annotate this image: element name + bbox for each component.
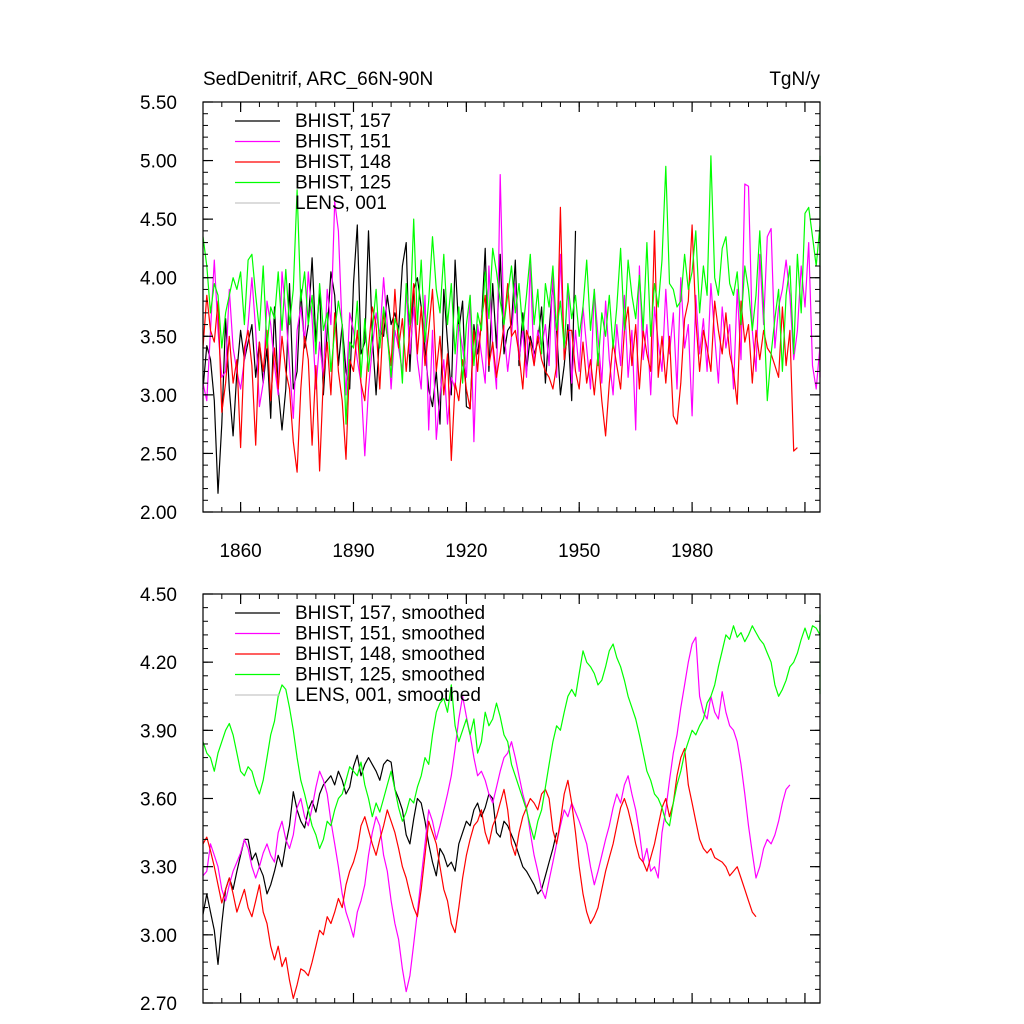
top-legend-label-1: BHIST, 157 [295,111,391,132]
top-plot-title: SedDenitrif, ARC_66N-90N [203,69,433,90]
bottom-legend-label-4: BHIST, 125, smoothed [295,665,485,686]
top-y-tick-label: 5.00 [140,152,177,173]
top-plot-units: TgN/y [769,69,820,90]
bottom-y-tick-label: 3.00 [140,926,177,947]
bottom-y-tick-label: 4.50 [140,585,177,606]
bottom-y-tick-label: 4.20 [140,653,177,674]
bottom-legend-label-2: BHIST, 151, smoothed [295,624,485,645]
top-legend-label-2: BHIST, 151 [295,132,391,153]
top-plot-frame [202,101,821,513]
top-legend-label-5: LENS, 001 [295,193,387,214]
top-y-tick-label: 3.00 [140,386,177,407]
top-x-tick-label: 1890 [332,541,374,562]
bottom-series-line-1 [202,754,558,966]
bottom-series-line-2 [202,636,791,993]
top-legend-label-4: BHIST, 125 [295,173,391,194]
bottom-y-tick-label: 3.30 [140,858,177,879]
top-legend-label-3: BHIST, 148 [295,152,391,173]
bottom-y-tick-label: 3.90 [140,721,177,742]
top-x-tick-label: 1980 [671,541,713,562]
top-axes: 2.00 2.50 3.00 3.50 4.00 4.50 5.00 5.50 1860 1890… [140,93,821,562]
top-x-tick-label: 1950 [558,541,600,562]
bottom-legend-label-5: LENS, 001, smoothed [295,685,481,706]
top-y-tick-label: 5.50 [140,93,177,114]
top-y-tick-label: 2.00 [140,503,177,524]
top-plot: SedDenitrif, ARC_66N-90N TgN/y 2.00 2.50 3… [140,69,821,562]
bottom-y-tick-label: 2.70 [140,994,177,1015]
top-y-tick-label: 3.50 [140,327,177,348]
top-y-tick-label: 2.50 [140,444,177,465]
top-series-line-3 [202,206,798,473]
bottom-series-group [202,614,821,1000]
bottom-legend-label-1: BHIST, 157, smoothed [295,603,485,624]
bottom-plot: 2.70 3.00 3.30 3.60 3.90 4.20 4.50 BHIST, 157,… [140,585,821,1015]
bottom-series-line-4 [202,614,821,850]
top-x-tick-label: 1860 [219,541,261,562]
top-x-tick-label: 1920 [445,541,487,562]
bottom-legend-label-3: BHIST, 148, smoothed [295,644,485,665]
bottom-y-tick-label: 3.60 [140,790,177,811]
bottom-series-line-3 [202,747,757,1000]
top-y-tick-label: 4.00 [140,269,177,290]
top-y-tick-label: 4.50 [140,210,177,231]
bottom-axes: 2.70 3.00 3.30 3.60 3.90 4.20 4.50 [140,585,821,1015]
